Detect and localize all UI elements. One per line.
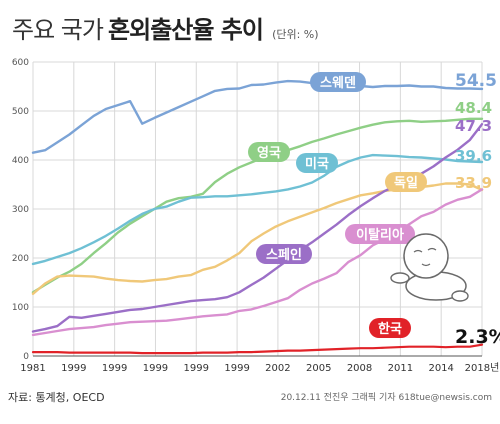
x-tick-label: 2002 — [265, 363, 290, 374]
x-tick-label: 2018년 — [465, 362, 500, 374]
title-prefix: 주요 국가 — [12, 16, 104, 44]
series-label-독일: 독일 — [394, 176, 418, 191]
y-tick-label: 400 — [12, 156, 29, 166]
series-label-스웨덴: 스웨덴 — [320, 75, 356, 91]
end-value-label-독일: 33.9 — [455, 174, 492, 192]
series-label-미국: 미국 — [305, 156, 329, 172]
x-tick-label: 1999 — [102, 363, 127, 374]
series-label-pill — [310, 72, 366, 92]
x-tick-label: 1999 — [143, 363, 168, 374]
end-value-label-미국: 39.6 — [455, 147, 492, 165]
x-tick-label: 1999 — [61, 363, 86, 374]
x-tick-label: 2008 — [347, 363, 372, 374]
x-tick-label: 1981 — [20, 363, 45, 374]
end-value-label-스웨덴: 54.5 — [455, 71, 497, 91]
end-value-label-스페인: 47.3 — [455, 117, 492, 135]
source-note: 자료: 통계청, OECD — [8, 391, 105, 404]
end-value-label-한국: 2.3% — [455, 326, 500, 348]
series-line-스웨덴 — [31, 79, 484, 154]
series-label-영국: 영국 — [257, 146, 281, 161]
series-label-pill — [296, 153, 338, 173]
y-tick-label: 300 — [12, 205, 29, 215]
crawling-baby-icon — [390, 233, 469, 302]
y-tick-label: 100 — [12, 303, 29, 313]
x-tick-label: 1999 — [224, 363, 249, 374]
title-main: 혼외출산율 추이 — [108, 16, 264, 44]
chart-title: 주요 국가 혼외출산율 추이 (단위: %) — [12, 10, 319, 45]
series-label-pill — [256, 244, 312, 264]
credit-note: 20.12.11 전진우 그래픽 기자 618tue@newsis.com — [280, 393, 492, 403]
unit-label: (단위: %) — [272, 28, 319, 41]
x-tick-label: 1999 — [184, 363, 209, 374]
series-line-한국 — [31, 343, 484, 355]
series-label-스페인: 스페인 — [266, 247, 302, 263]
y-tick-label: 600 — [12, 58, 29, 68]
series-label-이탈리아: 이탈리아 — [356, 227, 404, 243]
y-tick-label: 0 — [23, 352, 29, 362]
y-tick-label: 500 — [12, 107, 29, 117]
y-tick-label: 200 — [12, 254, 29, 264]
x-tick-label: 2005 — [306, 363, 331, 374]
x-tick-label: 2011 — [388, 363, 413, 374]
end-value-label-영국: 48.4 — [455, 99, 492, 117]
series-label-pill — [385, 172, 427, 192]
series-label-한국: 한국 — [378, 321, 402, 337]
series-label-pill — [369, 318, 411, 338]
series-line-미국 — [31, 153, 484, 266]
series-label-pill — [345, 224, 415, 244]
series-label-pill — [248, 142, 290, 162]
x-tick-label: 2014 — [428, 363, 453, 374]
